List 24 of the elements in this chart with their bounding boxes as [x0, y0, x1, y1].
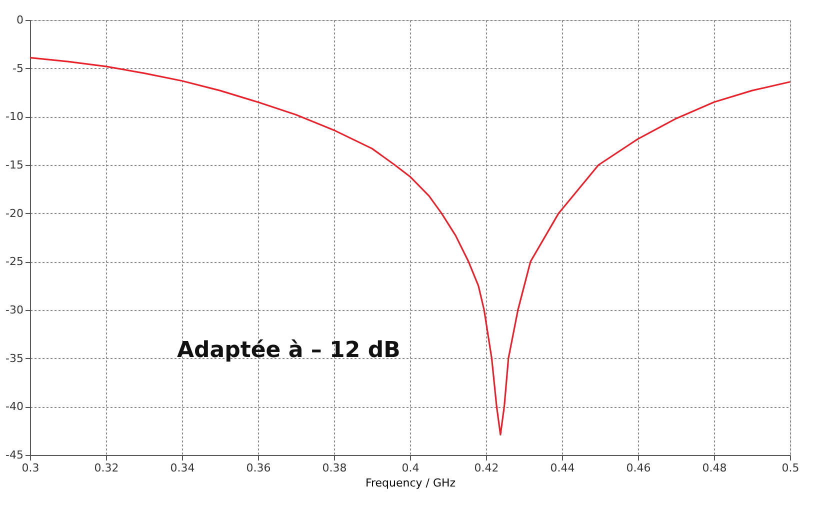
- y-tick-label: -40: [6, 400, 24, 414]
- line-series: [29, 56, 791, 436]
- x-tick-label: 0.36: [246, 462, 271, 474]
- y-tick-label: -25: [6, 255, 24, 268]
- x-tick-label: 0.48: [702, 462, 727, 474]
- y-tick-label: 0: [16, 14, 24, 26]
- x-tick-label: 0.34: [170, 462, 195, 474]
- y-tick-label: -10: [6, 110, 24, 124]
- annotation: Adaptée à – 12 dB: [177, 338, 400, 363]
- y-tick-label: -30: [6, 304, 24, 316]
- y-tick-label: -5: [12, 62, 24, 75]
- y-tick-label: -45: [6, 448, 24, 462]
- x-tick-label: 0.42: [474, 462, 499, 474]
- x-axis-title: Frequency / GHz: [365, 476, 456, 490]
- x-tick-label: 0.5: [782, 462, 800, 474]
- x-tick-label: 0.46: [626, 462, 651, 474]
- y-tick-label: -35: [6, 352, 24, 365]
- y-tick-label: -20: [6, 206, 24, 220]
- x-tick-label: 0.38: [322, 462, 347, 474]
- x-tick-label: 0.32: [94, 462, 119, 474]
- x-tick-label: 0.3: [22, 462, 40, 474]
- y-tick-label: -15: [6, 158, 24, 172]
- x-tick-label: 0.4: [402, 462, 420, 474]
- x-tick-label: 0.44: [550, 462, 575, 474]
